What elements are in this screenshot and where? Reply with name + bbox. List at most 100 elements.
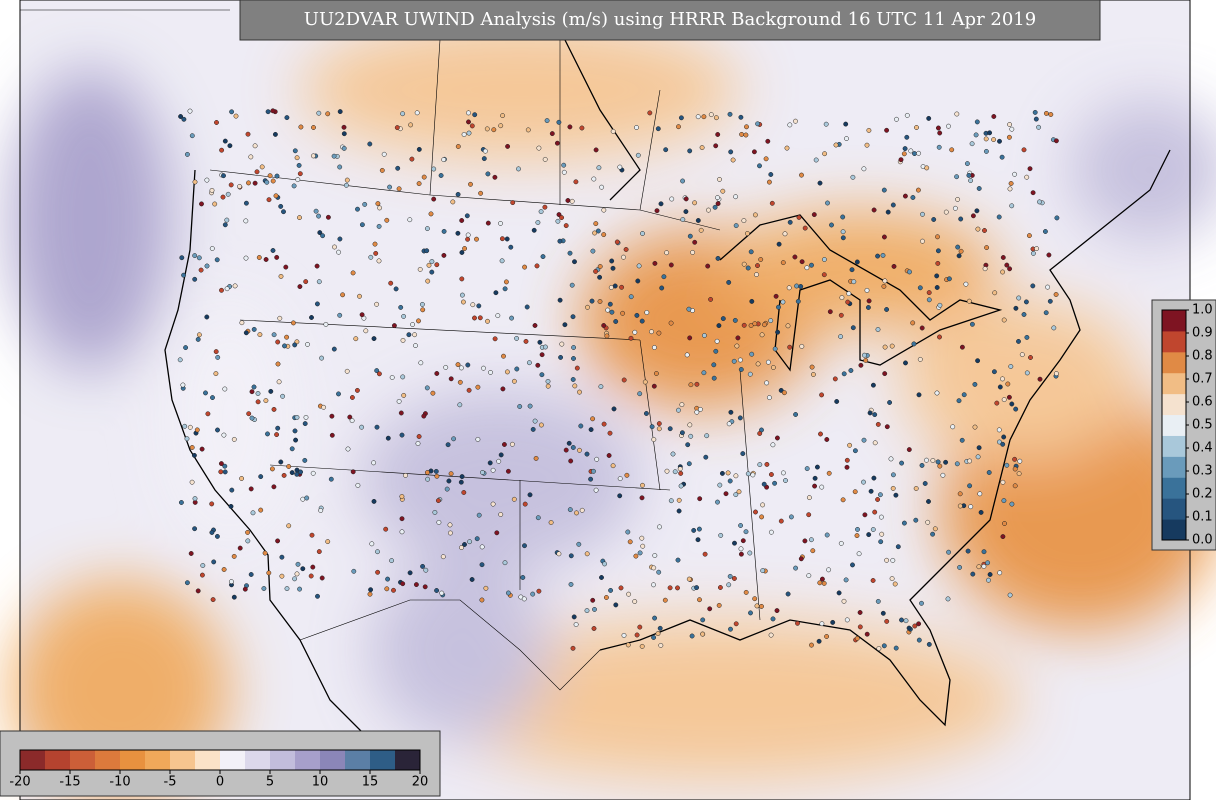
observation-dot — [294, 471, 300, 477]
observation-dot — [441, 157, 447, 163]
observation-dot — [310, 564, 316, 570]
observation-dot — [651, 383, 657, 389]
observation-dot — [881, 283, 887, 289]
observation-dot — [399, 494, 405, 499]
observation-dot — [795, 620, 800, 626]
observation-dot — [968, 178, 974, 184]
observation-dot — [945, 596, 951, 602]
observation-dot — [374, 368, 380, 374]
observation-dot — [852, 448, 858, 454]
observation-dot — [904, 134, 910, 140]
observation-dot — [570, 445, 576, 450]
observation-dot — [321, 404, 327, 410]
observation-dot — [684, 352, 690, 358]
observation-dot — [731, 358, 737, 364]
observation-dot — [804, 265, 810, 271]
observation-dot — [668, 498, 674, 504]
observation-dot — [930, 531, 936, 537]
observation-dot — [274, 432, 280, 438]
observation-dot — [195, 588, 201, 594]
colorbar-tick-label: -5 — [164, 775, 177, 790]
observation-dot — [355, 206, 360, 212]
observation-dot — [983, 136, 989, 142]
observation-dot — [738, 114, 744, 120]
observation-dot — [573, 179, 579, 185]
observation-dot — [991, 114, 997, 119]
observation-dot — [809, 262, 814, 268]
observation-dot — [505, 590, 511, 596]
observation-dot — [377, 205, 383, 211]
observation-dot — [557, 238, 563, 244]
observation-dot — [353, 336, 359, 342]
observation-dot — [654, 208, 660, 214]
observation-dot — [1012, 466, 1018, 472]
observation-dot — [731, 576, 737, 581]
observation-dot — [455, 191, 461, 197]
observation-dot — [485, 318, 490, 324]
observation-dot — [910, 195, 916, 200]
observation-dot — [806, 495, 812, 501]
observation-dot — [331, 153, 337, 159]
observation-dot — [903, 618, 909, 624]
observation-dot — [814, 464, 820, 470]
observation-dot — [556, 551, 562, 557]
observation-dot — [504, 236, 510, 242]
observation-dot — [398, 304, 404, 310]
observation-dot — [819, 484, 825, 490]
observation-dot — [243, 218, 249, 224]
observation-dot — [534, 263, 540, 269]
observation-dot — [315, 593, 320, 599]
observation-dot — [418, 360, 424, 366]
observation-dot — [784, 145, 790, 151]
observation-dot — [932, 526, 938, 532]
observation-dot — [237, 545, 243, 551]
observation-dot — [736, 489, 742, 495]
observation-dot — [232, 283, 238, 289]
observation-dot — [596, 165, 602, 171]
observation-dot — [594, 456, 600, 462]
observation-dot — [840, 497, 846, 503]
observation-dot — [1030, 250, 1036, 256]
observation-dot — [685, 442, 691, 448]
observation-dot — [799, 259, 805, 265]
observation-dot — [591, 626, 597, 631]
observation-dot — [314, 263, 320, 269]
observation-dot — [719, 470, 725, 476]
observation-dot — [943, 209, 949, 215]
colorbar-tick-label: 0.6 — [1192, 395, 1213, 410]
observation-dot — [985, 560, 991, 566]
observation-dot — [412, 332, 418, 338]
observation-dot — [816, 638, 822, 644]
observation-dot — [469, 123, 475, 129]
observation-dot — [793, 118, 798, 124]
observation-dot — [775, 329, 781, 335]
observation-dot — [481, 156, 487, 162]
observation-dot — [759, 332, 765, 338]
observation-dot — [984, 245, 990, 251]
observation-dot — [829, 222, 834, 228]
observation-dot — [316, 549, 322, 555]
observation-dot — [1030, 190, 1036, 196]
observation-dot — [490, 501, 496, 507]
observation-dot — [937, 334, 942, 340]
observation-dot — [899, 617, 904, 623]
colorbar-segment — [20, 750, 46, 770]
observation-dot — [621, 377, 627, 383]
observation-dot — [478, 190, 484, 196]
observation-dot — [926, 641, 932, 647]
observation-dot — [566, 440, 572, 446]
observation-dot — [549, 131, 555, 137]
observation-dot — [455, 230, 461, 236]
observation-dot — [812, 475, 818, 481]
observation-dot — [774, 435, 780, 441]
observation-dot — [1043, 110, 1049, 116]
observation-dot — [651, 437, 657, 442]
observation-dot — [843, 121, 849, 127]
observation-dot — [711, 362, 717, 368]
observation-dot — [796, 214, 802, 220]
observation-dot — [656, 421, 662, 427]
observation-dot — [881, 643, 887, 649]
observation-dot — [249, 389, 255, 395]
observation-dot — [976, 564, 982, 570]
